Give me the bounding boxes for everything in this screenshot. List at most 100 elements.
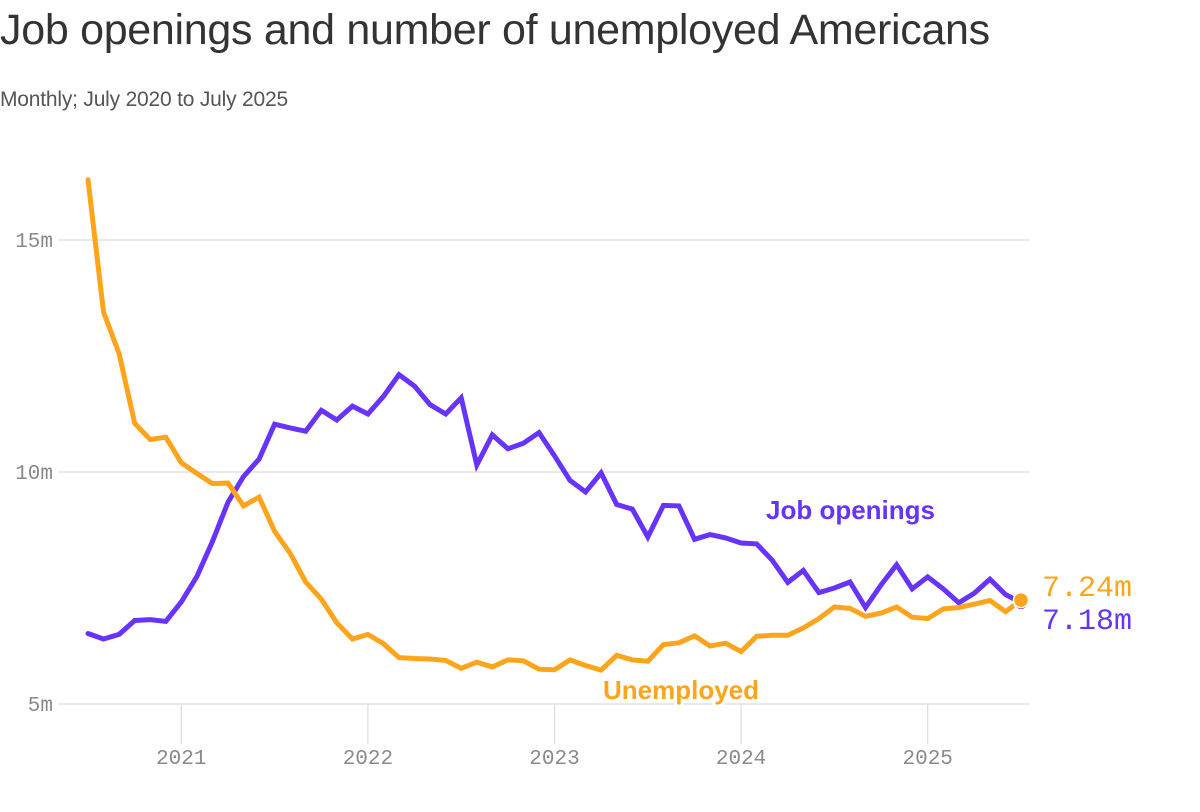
job-openings-point: [132, 618, 137, 623]
unemployed-point: [428, 657, 433, 662]
unemployed-point: [987, 598, 992, 603]
unemployed-point: [661, 642, 666, 647]
job-openings-point: [350, 404, 355, 409]
unemployed-end-value: 7.24m: [1042, 572, 1132, 606]
unemployed-point: [474, 660, 479, 665]
unemployed-point: [241, 503, 246, 508]
job-openings-point: [148, 617, 153, 622]
job-openings-label: Job openings: [766, 495, 935, 525]
job-openings-point: [848, 580, 853, 585]
unemployed-point: [863, 614, 868, 619]
job-openings-point: [288, 425, 293, 430]
unemployed-point: [1003, 609, 1008, 614]
job-openings-point: [692, 537, 697, 542]
job-openings-point: [863, 605, 868, 610]
job-openings-point: [816, 590, 821, 595]
x-tick-label: 2023: [529, 748, 579, 771]
job-openings-point: [179, 599, 184, 604]
job-openings-point: [490, 432, 495, 437]
unemployed-end-dot: [1012, 591, 1030, 609]
unemployed-point: [334, 620, 339, 625]
job-openings-point: [474, 463, 479, 468]
unemployed-point: [381, 641, 386, 646]
job-openings-point: [428, 402, 433, 407]
job-openings-point: [117, 632, 122, 637]
job-openings-point: [661, 503, 666, 508]
job-openings-point: [226, 500, 231, 505]
job-openings-point: [210, 539, 215, 544]
job-openings-point: [365, 412, 370, 417]
job-openings-point: [708, 532, 713, 537]
job-openings-point: [910, 586, 915, 591]
job-openings-point: [645, 535, 650, 540]
job-openings-point: [832, 586, 837, 591]
y-axis: 5m 10m 15m: [15, 231, 53, 718]
unemployed-point: [972, 602, 977, 607]
unemployed-point: [956, 605, 961, 610]
y-tick-label: 5m: [28, 695, 53, 718]
job-openings-point: [443, 412, 448, 417]
job-openings-point: [334, 418, 339, 423]
unemployed-point: [365, 632, 370, 637]
job-openings-point: [163, 619, 168, 624]
job-openings-end-value: 7.18m: [1042, 605, 1132, 639]
chart-title: Job openings and number of unemployed Am…: [0, 6, 990, 54]
job-openings-point: [568, 478, 573, 483]
unemployed-point: [614, 653, 619, 658]
job-openings-point: [754, 541, 759, 546]
unemployed-point: [630, 657, 635, 662]
unemployed-point: [801, 625, 806, 630]
job-openings-point: [459, 395, 464, 400]
unemployed-point: [521, 658, 526, 663]
unemployed-point: [319, 597, 324, 602]
unemployed-point: [490, 664, 495, 669]
job-openings-point: [941, 586, 946, 591]
job-openings-point: [397, 372, 402, 377]
job-openings-point: [894, 562, 899, 567]
chart-subtitle: Monthly; July 2020 to July 2025: [0, 88, 288, 111]
unemployed-point: [941, 606, 946, 611]
unemployed-point: [397, 655, 402, 660]
x-tick-label: 2024: [716, 748, 766, 771]
unemployed-point: [708, 644, 713, 649]
unemployed-point: [194, 471, 199, 476]
job-openings-point: [676, 503, 681, 508]
x-tick-label: 2025: [902, 748, 952, 771]
job-openings-point: [257, 457, 262, 462]
unemployed-point: [692, 633, 697, 638]
unemployed-point: [552, 667, 557, 672]
unemployed-point: [925, 616, 930, 621]
unemployed-point: [894, 605, 899, 610]
unemployed-point: [537, 667, 542, 672]
unemployed-point: [879, 611, 884, 616]
job-openings-point: [86, 631, 91, 636]
job-openings-point: [1003, 592, 1008, 597]
job-openings-point: [987, 577, 992, 582]
y-tick-label: 10m: [15, 463, 53, 486]
unemployed-point: [599, 668, 604, 673]
job-openings-point: [956, 600, 961, 605]
unemployed-point: [117, 351, 122, 356]
job-openings-point: [770, 558, 775, 563]
job-openings-point: [723, 535, 728, 540]
job-openings-point: [583, 490, 588, 495]
job-openings-point: [785, 580, 790, 585]
job-openings-line: [85, 371, 1024, 642]
unemployed-point: [132, 421, 137, 426]
unemployed-point: [505, 657, 510, 662]
job-openings-point: [272, 422, 277, 427]
job-openings-point: [630, 507, 635, 512]
job-openings-point: [241, 474, 246, 479]
unemployed-point: [568, 657, 573, 662]
x-tick-label: 2022: [343, 748, 393, 771]
unemployed-point: [163, 435, 168, 440]
x-tick-label: 2021: [156, 748, 206, 771]
job-openings-point: [194, 574, 199, 579]
job-openings-point: [381, 394, 386, 399]
unemployed-point: [272, 529, 277, 534]
unemployed-point: [832, 605, 837, 610]
job-openings-point: [599, 470, 604, 475]
job-openings-point: [505, 446, 510, 451]
